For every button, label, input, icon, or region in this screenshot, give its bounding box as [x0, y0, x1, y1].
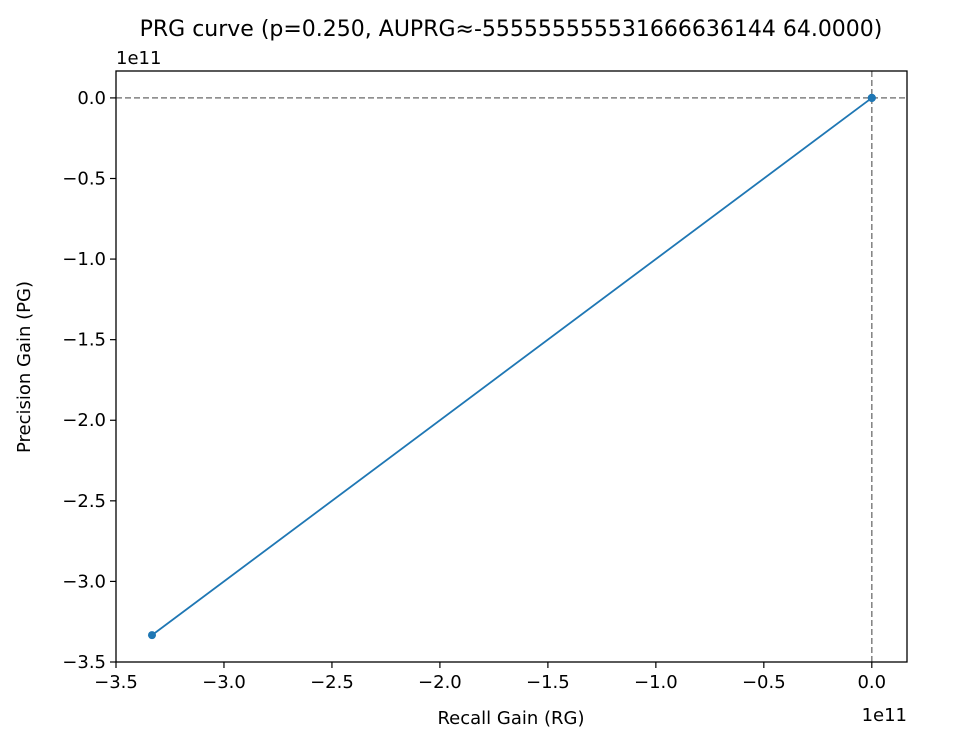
x-tick-label: −3.5 — [94, 672, 138, 693]
x-tick-label: 0.0 — [857, 672, 886, 693]
x-axis-offset-label: 1e11 — [862, 705, 907, 726]
series-layer — [147, 93, 876, 640]
y-tick-label: −0.5 — [62, 168, 106, 189]
y-tick-label: 0.0 — [77, 88, 106, 109]
chart-title: PRG curve (p=0.250, AUPRG≈-5555555555316… — [140, 17, 883, 42]
x-axis-label: Recall Gain (RG) — [437, 708, 584, 729]
data-point — [147, 631, 156, 640]
y-tick-label: −2.5 — [62, 491, 106, 512]
y-tick-label: −3.5 — [62, 652, 106, 673]
x-axis-ticks: −3.5 −3.0 −2.5 −2.0 −1.5 −1.0 −0.5 0.0 — [94, 662, 886, 693]
y-tick-label: −1.0 — [62, 249, 106, 270]
y-tick-label: −1.5 — [62, 330, 106, 351]
y-tick-label: −3.0 — [62, 571, 106, 592]
x-tick-label: −3.0 — [202, 672, 246, 693]
x-tick-label: −1.5 — [526, 672, 570, 693]
y-axis-offset-label: 1e11 — [116, 48, 161, 69]
y-axis-ticks: −3.5 −3.0 −2.5 −2.0 −1.5 −1.0 −0.5 0.0 — [62, 88, 116, 673]
plot-frame — [115, 70, 908, 663]
x-tick-label: −2.5 — [310, 672, 354, 693]
reference-lines — [116, 71, 907, 662]
y-axis-label: Precision Gain (PG) — [14, 281, 35, 453]
series-line-0 — [151, 97, 873, 636]
y-tick-label: −2.0 — [62, 410, 106, 431]
x-tick-label: −0.5 — [742, 672, 786, 693]
data-point — [867, 93, 876, 102]
x-tick-label: −1.0 — [634, 672, 678, 693]
x-tick-label: −2.0 — [418, 672, 462, 693]
